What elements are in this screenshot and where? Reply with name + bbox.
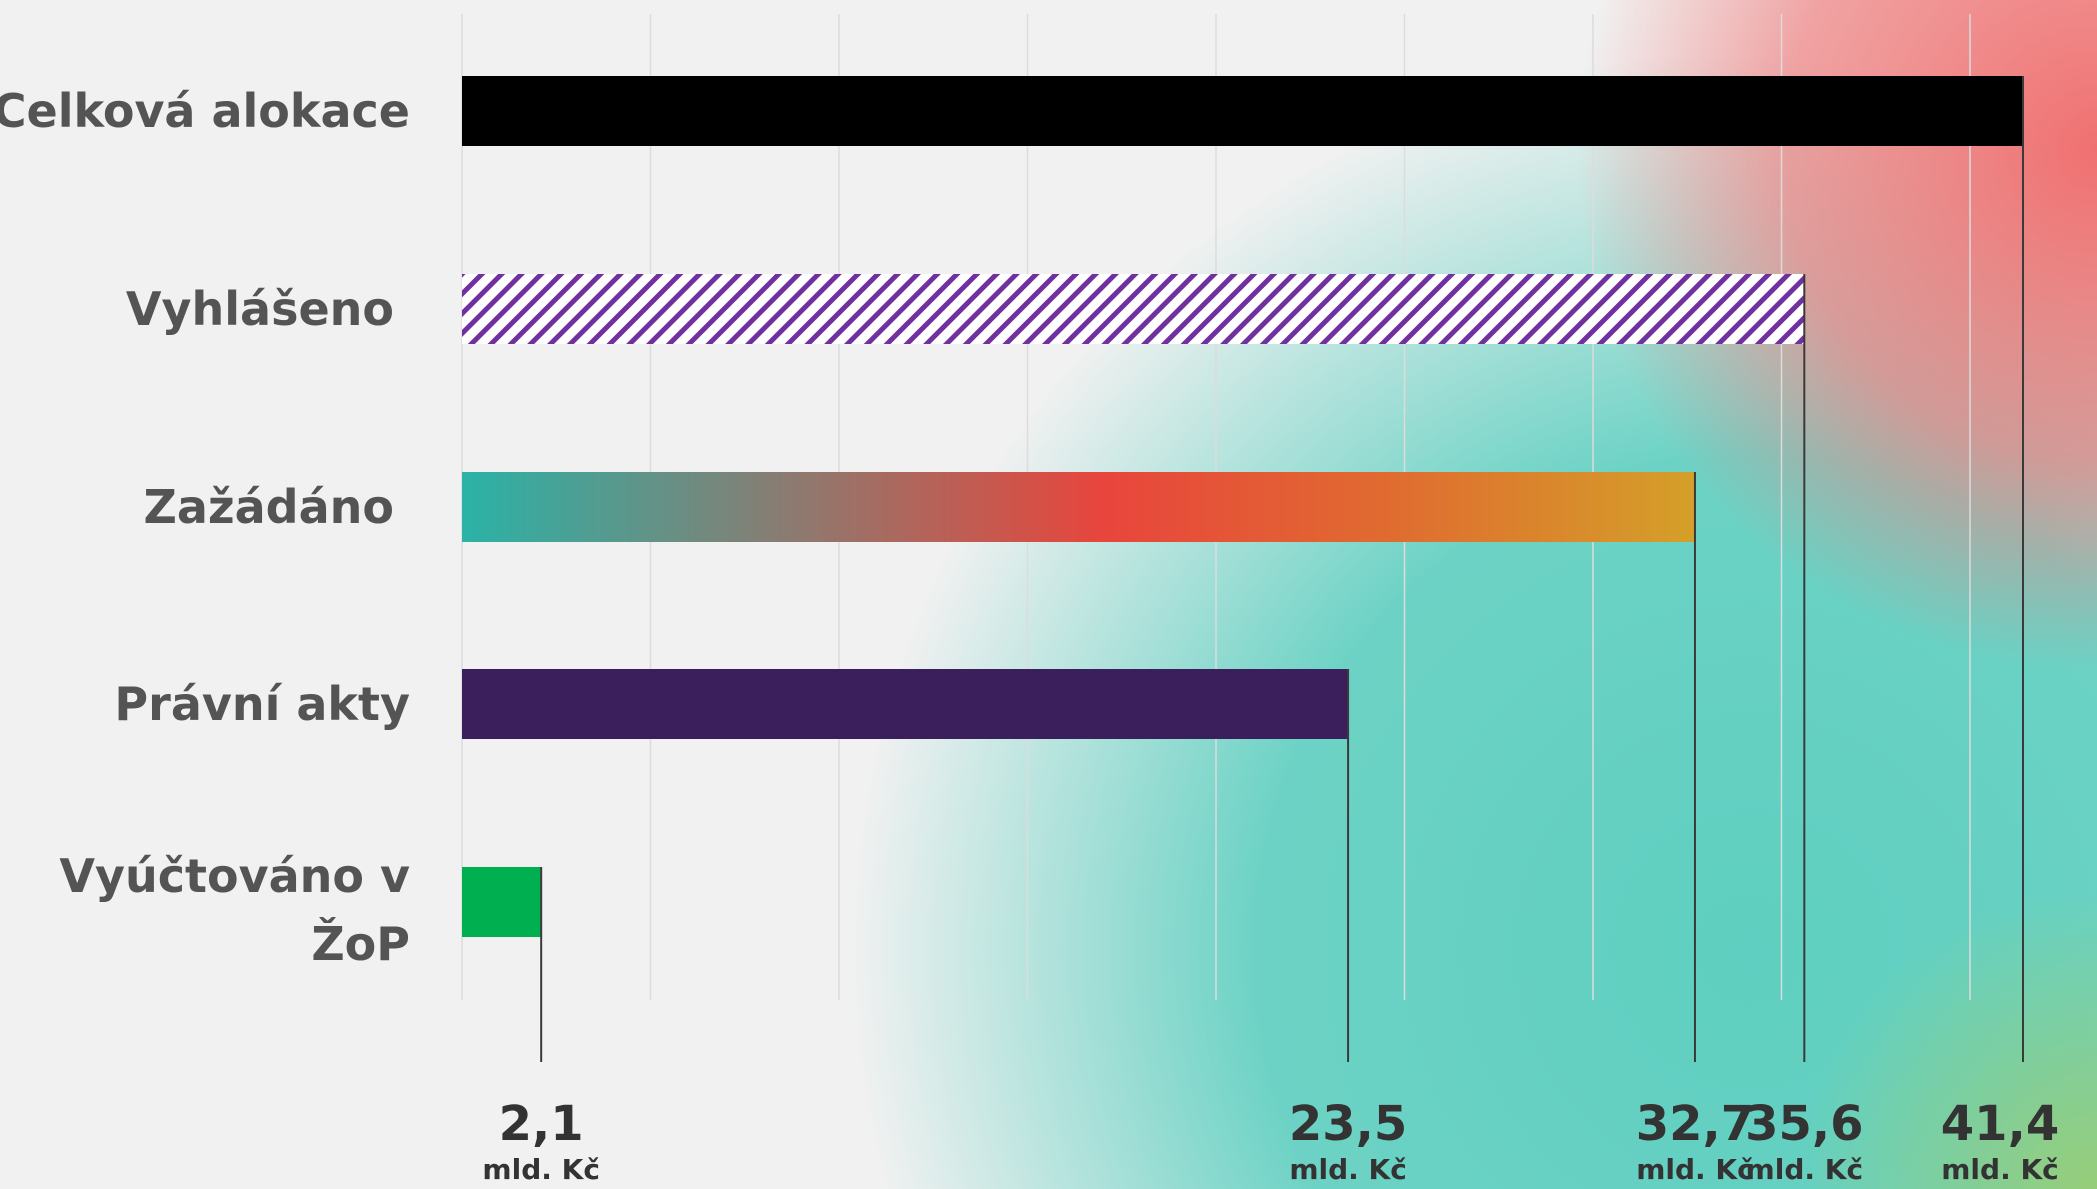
category-label: Zažádáno: [143, 480, 394, 534]
value-label: 35,6: [1745, 1096, 1864, 1152]
value-unit-label: mld. Kč: [482, 1153, 600, 1186]
value-leader-lines: [540, 76, 2024, 1062]
value-label: 2,1: [498, 1096, 584, 1152]
value-label: 41,4: [1940, 1096, 2060, 1152]
value-unit-label: mld. Kč: [1941, 1153, 2059, 1186]
bar: [462, 867, 542, 937]
value-unit-label: mld. Kč: [1289, 1153, 1407, 1186]
category-label: Vyúčtováno v ŽoP: [59, 849, 410, 971]
bar: [462, 274, 1805, 344]
value-label: 23,5: [1288, 1096, 1408, 1152]
bar: [462, 669, 1349, 739]
value-label: 32,7: [1635, 1096, 1755, 1152]
bars: [462, 76, 2023, 937]
bar: [462, 76, 2023, 146]
value-unit-label: mld. Kč: [1745, 1153, 1864, 1186]
value-unit-label: mld. Kč: [1636, 1153, 1754, 1186]
bar: [462, 472, 1695, 542]
category-label: Celková alokace: [0, 84, 410, 138]
category-label: Právní akty: [114, 677, 410, 731]
category-label: Vyhlášeno: [125, 282, 394, 336]
